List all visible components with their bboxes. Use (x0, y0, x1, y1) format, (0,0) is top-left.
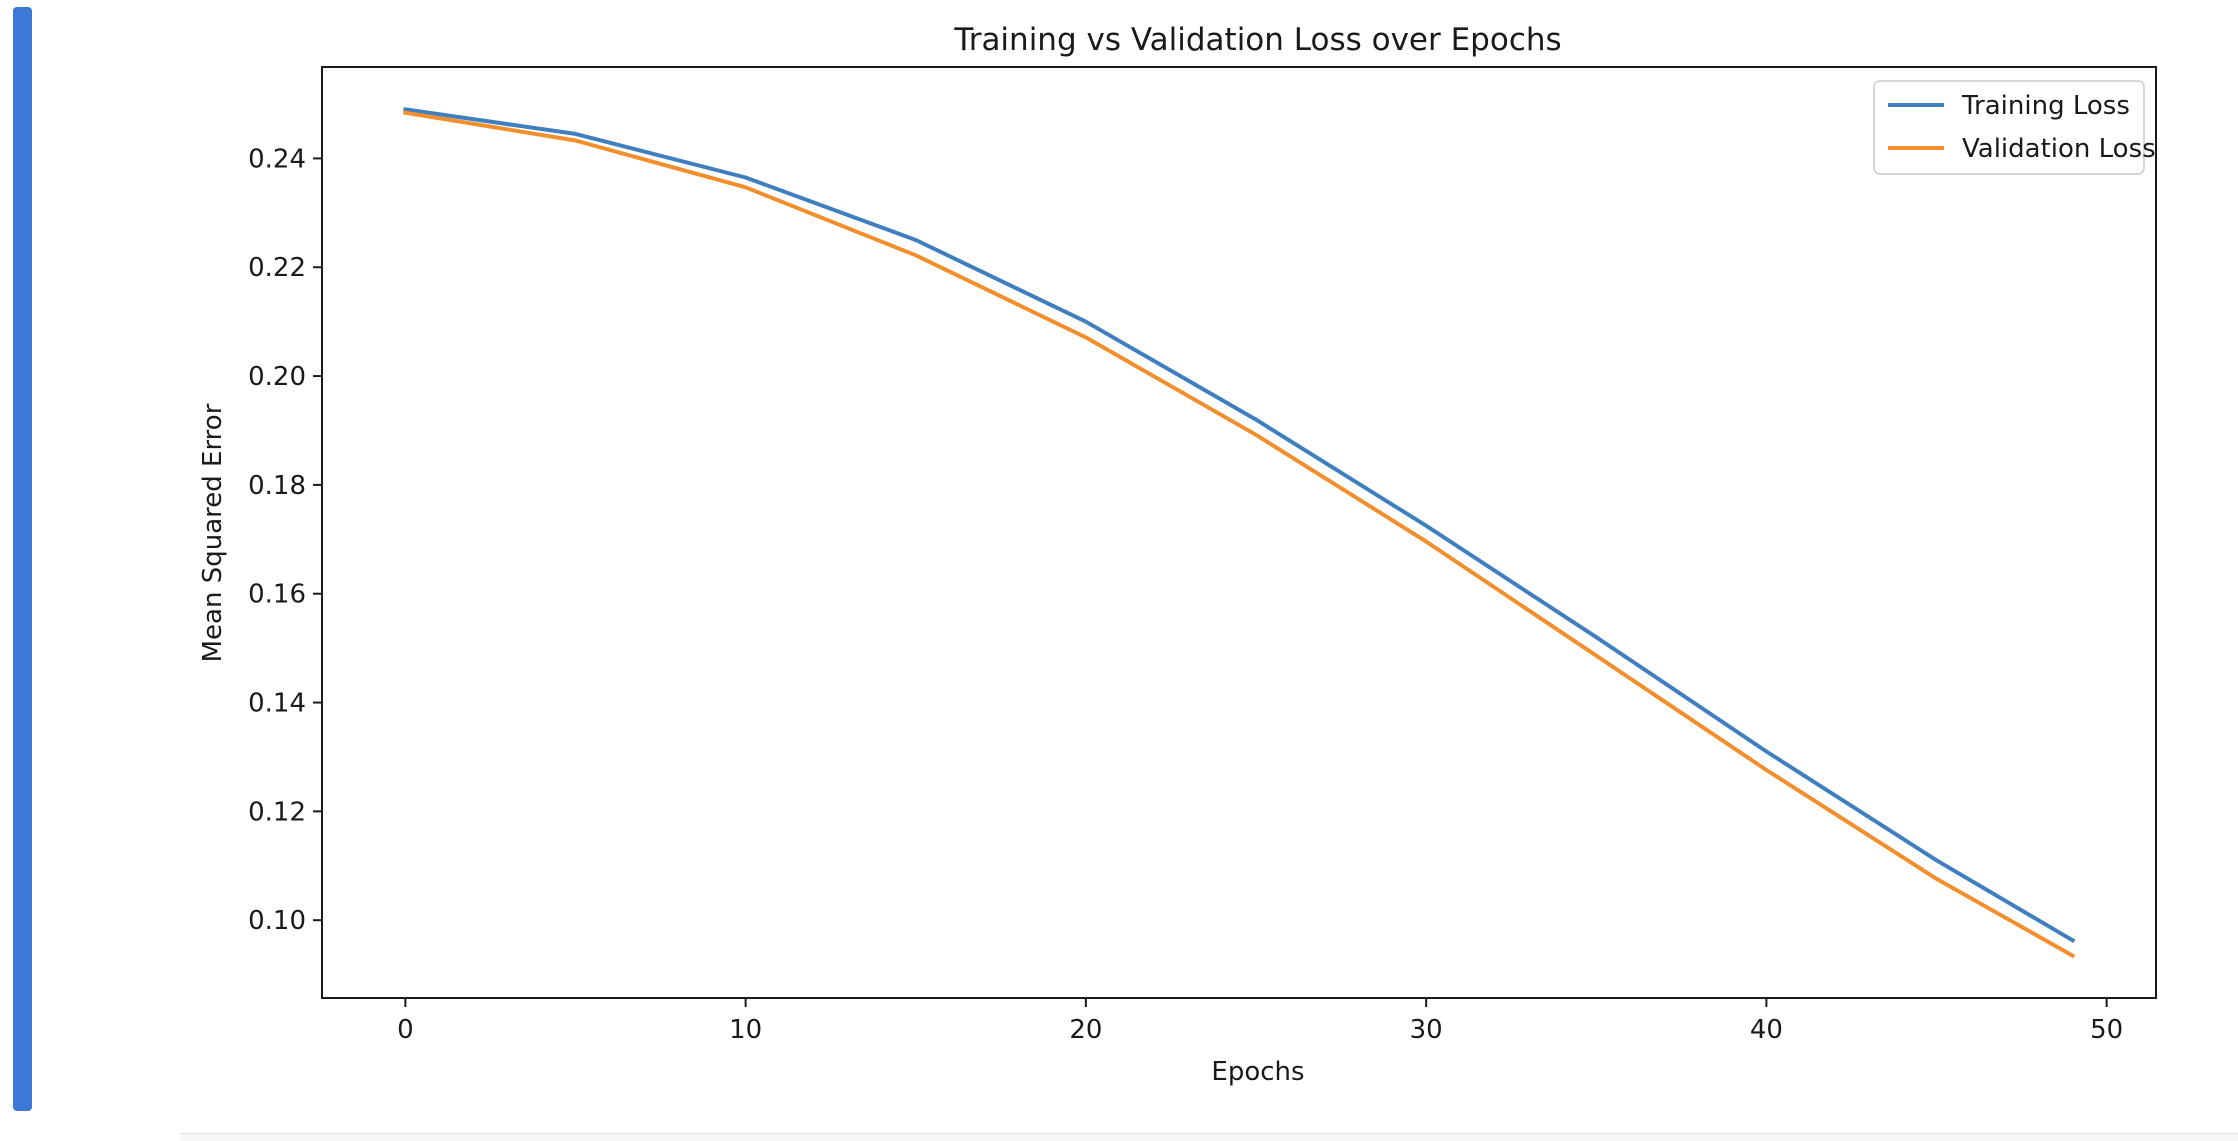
legend-label: Validation Loss (1962, 134, 2156, 164)
x-tick-group: 0 10 20 30 40 50 (397, 998, 2123, 1045)
series-group (403, 107, 2076, 959)
legend-label: Training Loss (1961, 91, 2130, 121)
next-cell-border (180, 1133, 2238, 1141)
y-tick-label: 0.24 (248, 144, 306, 174)
x-tick-label: 50 (2090, 1015, 2123, 1045)
x-tick-label: 0 (397, 1015, 414, 1045)
y-tick-label: 0.12 (248, 797, 306, 827)
x-tick-label: 40 (1750, 1015, 1783, 1045)
y-tick-label: 0.14 (248, 689, 306, 719)
y-tick-label: 0.10 (248, 906, 306, 936)
plot-area-frame (321, 66, 2157, 999)
y-axis-label: Mean Squared Error (198, 403, 228, 662)
x-axis-label: Epochs (1211, 1057, 1304, 1087)
validation-loss-line (403, 110, 2076, 959)
training-loss-line (403, 107, 2076, 944)
x-tick-label: 30 (1410, 1015, 1443, 1045)
cell-execution-indicator[interactable] (13, 7, 32, 1111)
x-tick-label: 10 (729, 1015, 762, 1045)
y-tick-label: 0.22 (248, 253, 306, 283)
legend: Training Loss Validation Loss (1873, 80, 2156, 175)
x-tick-label: 20 (1069, 1015, 1102, 1045)
y-tick-label: 0.20 (248, 362, 306, 392)
y-tick-label: 0.18 (248, 471, 306, 501)
y-tick-group: 0.10 0.12 0.14 0.16 0.18 0.20 0.22 0.24 (248, 144, 322, 936)
y-tick-label: 0.16 (248, 580, 306, 610)
chart-title: Training vs Validation Loss over Epochs (953, 22, 1561, 58)
